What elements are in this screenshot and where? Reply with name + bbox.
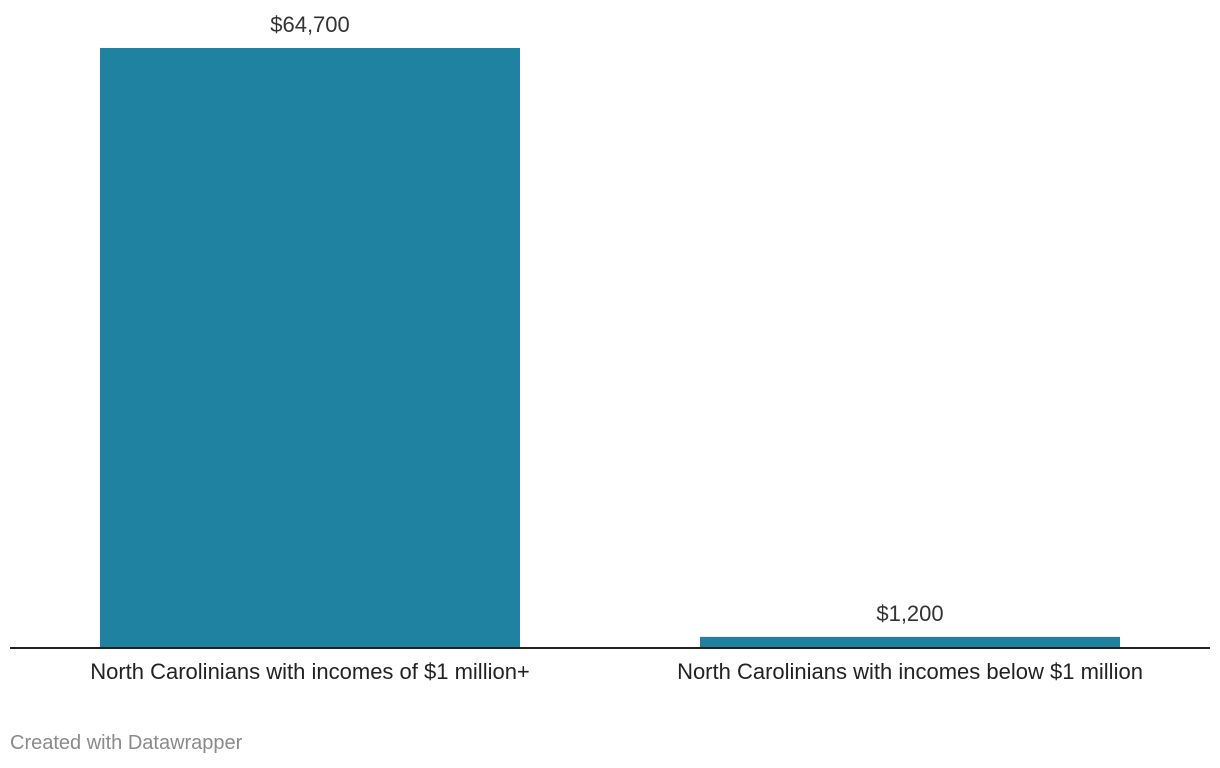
bars-layer [100, 48, 1120, 648]
category-label-2: North Carolinians with incomes below $1 … [677, 659, 1143, 684]
category-label-1: North Carolinians with incomes of $1 mil… [90, 659, 530, 684]
bar-value-label-1: $64,700 [270, 12, 350, 37]
bar-1 [100, 48, 520, 648]
labels-layer: $64,700 North Carolinians with incomes of… [90, 12, 1143, 684]
datawrapper-credit: Created with Datawrapper [10, 732, 243, 754]
bar-value-label-2: $1,200 [876, 601, 943, 626]
bar-2 [700, 636, 1120, 648]
